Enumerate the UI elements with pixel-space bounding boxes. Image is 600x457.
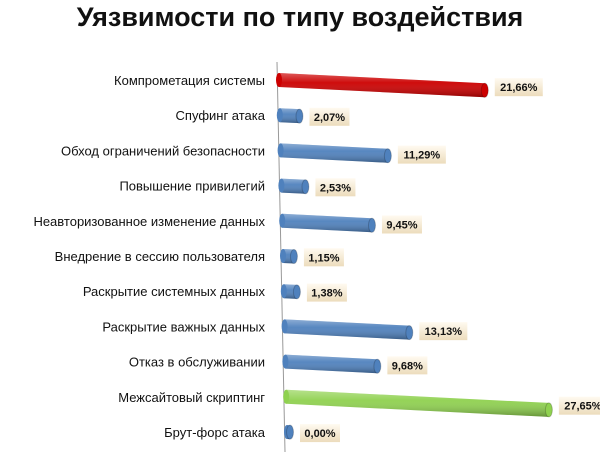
bar-shading — [279, 108, 300, 124]
bar-cap-start — [277, 143, 284, 158]
data-label-box — [558, 396, 600, 415]
data-label: 0,00% — [304, 428, 335, 440]
category-label: Раскрытие системных данных — [83, 284, 266, 299]
data-label: 11,29% — [404, 150, 441, 162]
category-label: Брут-форс атака — [164, 425, 266, 440]
category-label: Межсайтовый скриптинг — [118, 390, 265, 405]
chart-title: Уязвимости по типу воздействия — [76, 2, 524, 32]
bar-shading — [286, 389, 549, 417]
data-label: 2,07% — [314, 112, 345, 124]
bar-cap-end — [480, 82, 489, 98]
data-label: 21,66% — [500, 82, 538, 94]
bar-cap-start — [276, 108, 283, 123]
bar-shading — [285, 354, 378, 374]
data-label-box — [306, 283, 347, 302]
bar-cap-start — [282, 354, 289, 369]
bar-cap-end — [289, 249, 298, 265]
data-label-box — [300, 424, 340, 443]
category-label: Обход ограничений безопасности — [61, 143, 265, 158]
category-label: Компрометация системы — [114, 73, 265, 88]
bar-cap-start — [276, 73, 282, 87]
bar-shading — [280, 143, 388, 163]
bar-cap-end — [301, 179, 310, 195]
bar-cap-end — [292, 284, 301, 300]
bar-cap-end — [405, 325, 414, 341]
category-label: Раскрытие важных данных — [102, 319, 265, 334]
bar-cap-start — [281, 319, 288, 334]
data-label: 27,65% — [564, 401, 600, 413]
bar-cap-end — [383, 148, 392, 164]
bar-shading — [281, 178, 306, 194]
data-label-box — [387, 356, 428, 375]
data-label: 2,53% — [320, 182, 351, 194]
bar-shading — [283, 284, 297, 299]
bar-cap-end — [367, 217, 376, 233]
bar-cap-start — [279, 213, 286, 228]
data-label-box — [303, 248, 344, 267]
bar-cap-end — [295, 108, 304, 124]
bar-cap-end — [373, 358, 382, 374]
data-label: 9,45% — [386, 219, 417, 231]
data-label-box — [397, 145, 446, 164]
bar-shading — [284, 319, 410, 340]
data-label-box — [494, 78, 543, 97]
category-label: Повышение привилегий — [119, 179, 265, 194]
bar-cap-start — [280, 284, 287, 299]
bar-shading — [282, 213, 372, 233]
bar-cap-start — [280, 249, 286, 263]
bar-shading — [279, 73, 485, 98]
data-label: 1,38% — [311, 288, 342, 300]
data-label: 9,68% — [392, 360, 423, 372]
bar-cap-end — [544, 402, 553, 418]
data-label-box — [381, 215, 422, 234]
category-label: Отказ в обслуживании — [129, 355, 265, 370]
category-label: Спуфинг атака — [176, 108, 266, 123]
bar-cap-start — [278, 178, 285, 193]
bar-cap-start — [283, 389, 290, 404]
data-label-box — [315, 178, 356, 197]
data-label: 1,15% — [308, 252, 339, 264]
category-label: Неавторизованное изменение данных — [33, 214, 265, 229]
bar-cap-end — [286, 424, 294, 440]
data-label-box — [309, 107, 350, 126]
category-label: Внедрение в сессию пользователя — [55, 249, 265, 264]
data-label: 13,13% — [425, 326, 463, 338]
data-label-box — [419, 322, 468, 341]
